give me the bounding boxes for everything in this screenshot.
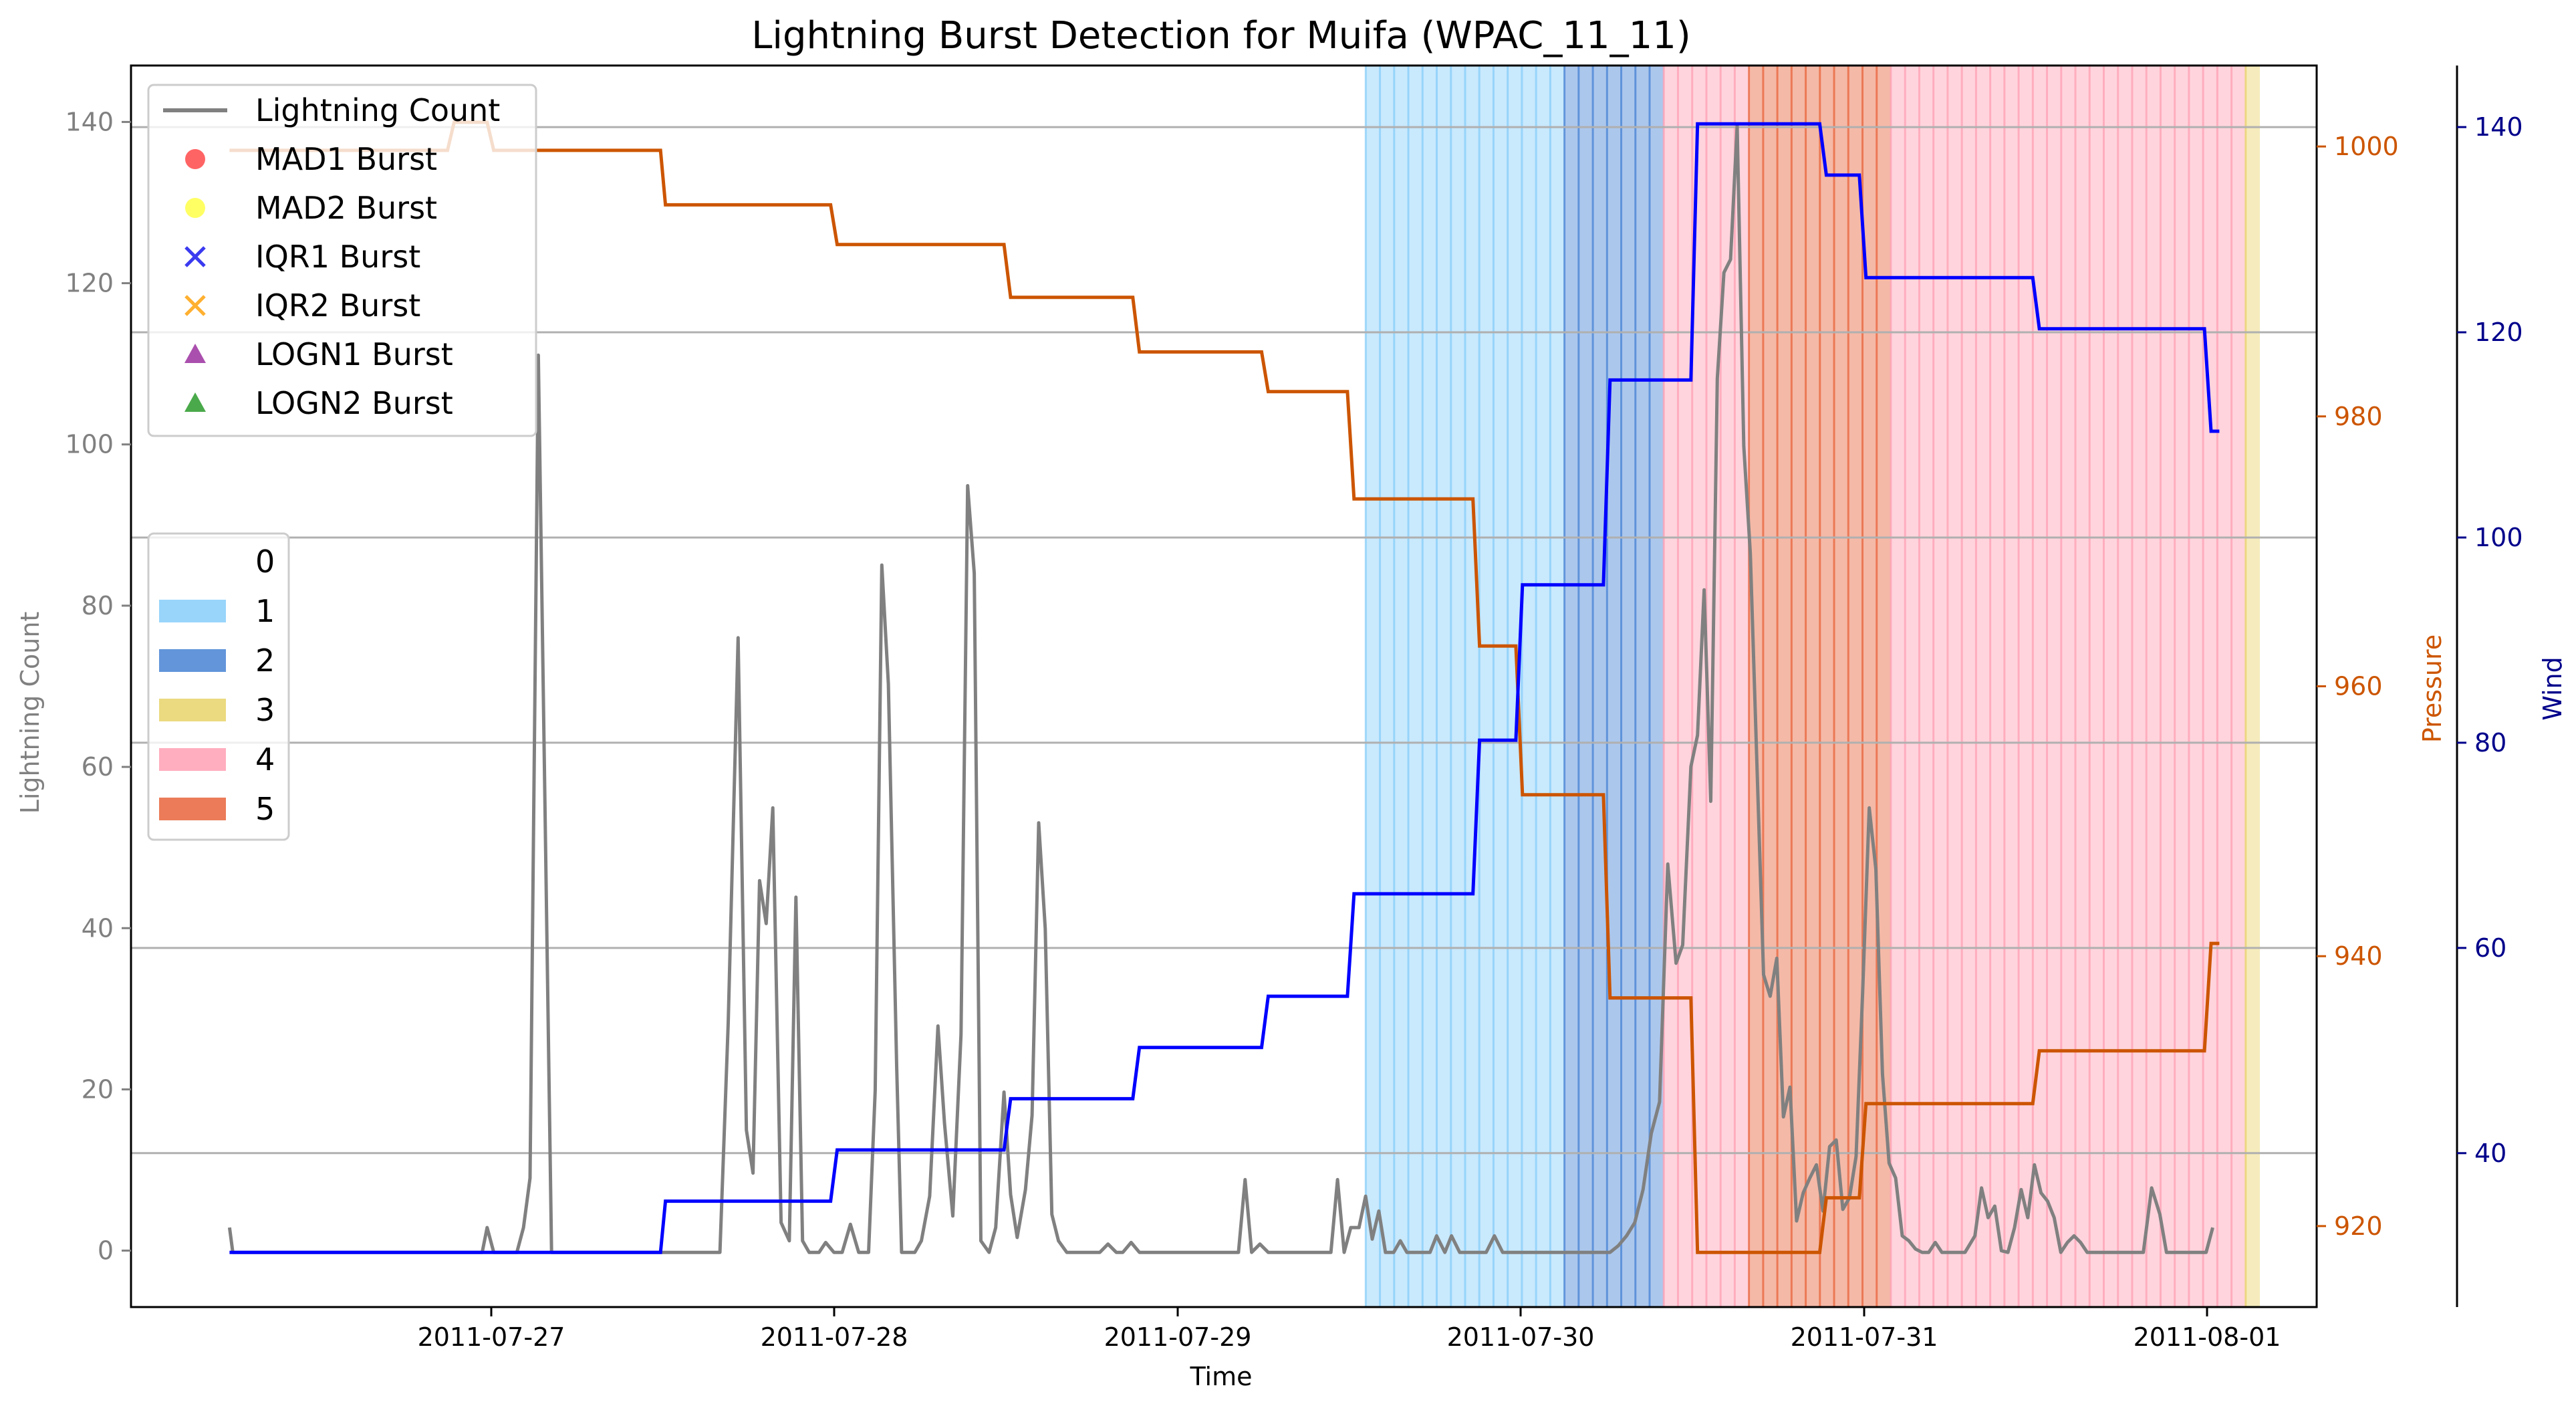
legend-category-label: 4 xyxy=(255,741,275,778)
y-axis-label-left: Lightning Count xyxy=(15,612,45,814)
x-tick-label: 2011-08-01 xyxy=(2134,1322,2281,1352)
legend-category-swatch xyxy=(159,649,226,672)
chart-title: Lightning Burst Detection for Muifa (WPA… xyxy=(751,14,1691,57)
legend-category-label: 5 xyxy=(255,791,275,827)
x-tick-label: 2011-07-27 xyxy=(418,1322,565,1352)
x-tick-label: 2011-07-29 xyxy=(1104,1322,1252,1352)
series-line-wind xyxy=(229,122,2220,1254)
y-tick-label-wind: 100 xyxy=(2474,523,2523,552)
y-tick-label-wind: 60 xyxy=(2474,933,2506,963)
legend-label: LOGN1 Burst xyxy=(255,336,453,372)
legend-x-swatch xyxy=(184,246,206,267)
legend-circle-swatch xyxy=(185,198,205,218)
legend-category-label: 2 xyxy=(255,642,275,679)
legend-label: MAD2 Burst xyxy=(255,190,437,226)
y-tick-label-left: 80 xyxy=(82,591,114,620)
legend-circle-swatch xyxy=(185,149,205,169)
y-tick-label-left: 60 xyxy=(82,752,114,782)
y-tick-label-pressure: 920 xyxy=(2334,1211,2383,1241)
y-axis-label-wind: Wind xyxy=(2538,657,2567,721)
ticks-layer: 2011-07-27 2011-07-28 2011-07-29 2011-07-30… xyxy=(65,107,2523,1352)
band-category-2 xyxy=(1564,66,1664,1307)
y-tick-label-left: 40 xyxy=(82,913,114,943)
category-bands xyxy=(1364,66,2261,1307)
x-axis-label: Time xyxy=(1190,1362,1253,1391)
y-tick-label-left: 100 xyxy=(65,430,114,459)
legend-label: Lightning Count xyxy=(255,92,500,128)
series-line-pressure xyxy=(229,120,2220,1254)
x-tick-label: 2011-07-31 xyxy=(1791,1322,1938,1352)
x-tick-label: 2011-07-28 xyxy=(761,1322,908,1352)
band-category-4 xyxy=(1890,66,2246,1307)
legend-triangle-swatch xyxy=(184,344,206,363)
y-tick-label-wind: 140 xyxy=(2474,112,2523,142)
y-tick-label-wind: 120 xyxy=(2474,318,2523,347)
y-tick-label-left: 0 xyxy=(98,1236,114,1266)
y-tick-label-left: 20 xyxy=(82,1074,114,1104)
y-tick-label-left: 120 xyxy=(65,269,114,298)
labels-layer: Lightning Burst Detection for Muifa (WPA… xyxy=(15,14,2567,1391)
legend-label: LOGN2 Burst xyxy=(255,385,453,421)
legend-category-label: 0 xyxy=(255,544,275,580)
series-layer xyxy=(227,120,2220,1254)
legend-category-swatch xyxy=(159,798,226,820)
x-tick-label: 2011-07-30 xyxy=(1447,1322,1595,1352)
y-tick-label-pressure: 940 xyxy=(2334,941,2383,971)
legend-category-swatch xyxy=(159,600,226,622)
legend-category-swatch xyxy=(159,699,226,721)
y-tick-label-pressure: 960 xyxy=(2334,672,2383,701)
y-tick-label-wind: 80 xyxy=(2474,728,2506,757)
legend-category-swatch xyxy=(159,550,226,573)
y-tick-label-wind: 40 xyxy=(2474,1139,2506,1168)
series-line-lightning-count xyxy=(227,124,2214,1254)
legend-layer: Lightning Count MAD1 Burst MAD2 Burst IQR1 … xyxy=(147,84,537,841)
legend-label: IQR2 Burst xyxy=(255,287,420,324)
legend-category-swatch xyxy=(159,748,226,771)
legend-triangle-swatch xyxy=(184,392,206,412)
legend-label: IQR1 Burst xyxy=(255,239,420,275)
y-tick-label-left: 140 xyxy=(65,107,114,136)
y-tick-label-pressure: 980 xyxy=(2334,402,2383,431)
legend-x-swatch xyxy=(184,295,206,316)
band-category-3 xyxy=(2245,66,2261,1307)
legend-label: MAD1 Burst xyxy=(255,141,437,177)
y-axis-label-pressure: Pressure xyxy=(2418,634,2447,743)
marker-legend-box xyxy=(147,84,537,437)
y-tick-label-pressure: 1000 xyxy=(2334,132,2399,161)
legend-category-label: 1 xyxy=(255,593,275,629)
legend-category-label: 3 xyxy=(255,692,275,728)
